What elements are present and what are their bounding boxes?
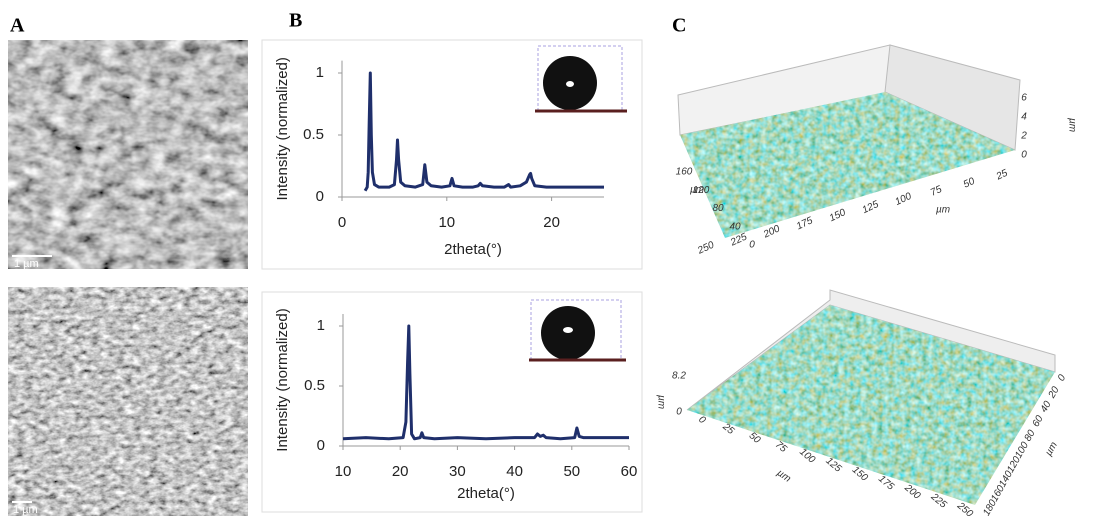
x-axis-label: 2theta(°) — [457, 485, 515, 502]
panel-label: B — [289, 10, 302, 32]
x-tick-label: 20 — [392, 463, 409, 480]
x-tick-label: 10 — [438, 214, 455, 231]
droplet-inset — [529, 299, 626, 362]
z-tick-label: 0 — [676, 407, 682, 418]
y-tick-label: 160 — [676, 167, 693, 178]
x-tick-label: 50 — [962, 176, 977, 191]
x-tick-label: 0 — [696, 414, 708, 426]
droplet-inset — [535, 45, 627, 113]
sem-image — [8, 40, 248, 269]
y-tick-label: 0.5 — [303, 126, 324, 143]
chart-frame — [261, 39, 643, 270]
x-tick-label: 40 — [506, 463, 523, 480]
y-tick-label: 80 — [712, 203, 724, 214]
x-tick-label: 50 — [563, 463, 580, 480]
sem-image — [8, 287, 248, 516]
x-tick-label: 10 — [335, 463, 352, 480]
y-unit: µm — [690, 185, 704, 196]
y-axis-label: Intensity (normalized) — [274, 308, 291, 451]
z-unit: µm — [1066, 118, 1077, 132]
y-tick-label: 20 — [1046, 385, 1062, 401]
scale-bar-label: 1 µm — [13, 504, 38, 516]
x-tick-label: 175 — [795, 215, 815, 232]
x-unit: µm — [936, 205, 950, 216]
y-tick-label: 0 — [749, 240, 755, 251]
x-tick-label: 250 — [695, 239, 716, 257]
y-tick-label: 0 — [317, 437, 325, 454]
data-line — [342, 324, 629, 441]
y-tick-label: 120 — [693, 185, 710, 196]
panel-label: C — [672, 15, 686, 37]
y-tick-label: 60 — [1031, 413, 1046, 429]
x-tick-label: 150 — [828, 207, 848, 224]
z-tick-label: 2 — [1020, 131, 1027, 142]
y-unit: µm — [1043, 440, 1060, 458]
x-tick-label: 30 — [449, 463, 466, 480]
scale-bar-label: 1 µm — [14, 258, 39, 270]
y-tick-label: 40 — [729, 221, 741, 232]
y-tick-label: 0 — [1056, 373, 1069, 384]
x-tick-label: 75 — [929, 184, 944, 199]
x-unit: µm — [775, 468, 793, 485]
x-tick-label: 20 — [543, 214, 560, 231]
x-tick-label: 25 — [994, 168, 1010, 183]
x-axis-label: 2theta(°) — [444, 241, 502, 258]
z-tick-label: 4 — [1021, 112, 1027, 123]
y-tick-label: 1 — [316, 64, 324, 81]
z-tick-label: 8.2 — [672, 371, 686, 382]
y-tick-label: 40 — [1039, 399, 1054, 415]
x-tick-label: 60 — [621, 463, 638, 480]
surface-plot — [677, 44, 1021, 238]
y-tick-label: 0.5 — [304, 377, 325, 394]
y-axis-label: Intensity (normalized) — [274, 57, 291, 200]
y-tick-label: 0 — [316, 188, 324, 205]
data-line — [363, 71, 604, 192]
z-tick-label: 6 — [1021, 93, 1027, 104]
z-tick-label: 0 — [1021, 150, 1027, 161]
y-tick-label: 80 — [1023, 428, 1038, 444]
chart-frame — [261, 291, 643, 513]
z-unit: µm — [655, 395, 666, 409]
x-tick-label: 0 — [338, 214, 346, 231]
x-tick-label: 125 — [861, 199, 881, 216]
panel-label: A — [10, 15, 25, 37]
x-tick-label: 100 — [894, 191, 914, 208]
y-tick-label: 1 — [317, 317, 325, 334]
